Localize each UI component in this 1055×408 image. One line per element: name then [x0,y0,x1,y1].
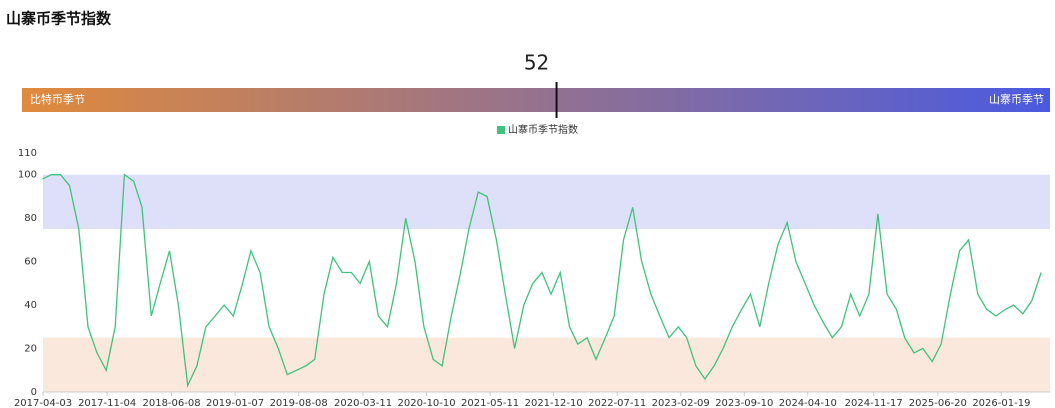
y-tick-label: 0 [31,387,37,398]
x-tick-label: 2023-02-09 [652,398,710,408]
y-tick-label: 40 [24,300,37,311]
x-tick-label: 2019-01-07 [206,398,264,408]
x-tick-label: 2022-07-11 [588,398,646,408]
gauge-value: 52 [524,51,549,75]
x-tick-label: 2023-09-10 [715,398,773,408]
x-tick-label: 2019-08-08 [270,398,328,408]
y-tick-label: 80 [24,213,37,224]
band [43,337,1050,392]
page-title: 山寨币季节指数 [6,10,112,28]
x-tick-label: 2021-12-10 [525,398,583,408]
x-tick-label: 2017-11-04 [78,398,136,408]
y-tick-label: 60 [24,257,37,268]
y-tick-label: 100 [18,170,37,181]
y-tick-label: 20 [24,344,37,355]
x-tick-label: 2021-05-11 [461,398,519,408]
x-tick-label: 2024-04-10 [779,398,837,408]
legend-label: 山寨币季节指数 [508,123,578,136]
band [43,174,1050,230]
gauge-left-label: 比特币季节 [30,92,85,106]
x-tick-label: 2020-10-10 [398,398,456,408]
line [42,173,1042,388]
x-tick-label: 2024-11-17 [845,398,903,408]
x-tick-label: 2018-06-08 [142,398,200,408]
y-tick-label: 110 [18,148,37,159]
gauge-right-label: 山寨币季节 [989,92,1044,106]
x-tick-label: 2017-04-03 [14,398,72,408]
gauge-bar [22,88,1050,112]
legend-swatch [497,126,505,134]
x-tick-label: 2026-01-19 [972,398,1030,408]
x-tick-label: 2025-06-20 [909,398,967,408]
x-tick-label: 2020-03-11 [334,398,392,408]
